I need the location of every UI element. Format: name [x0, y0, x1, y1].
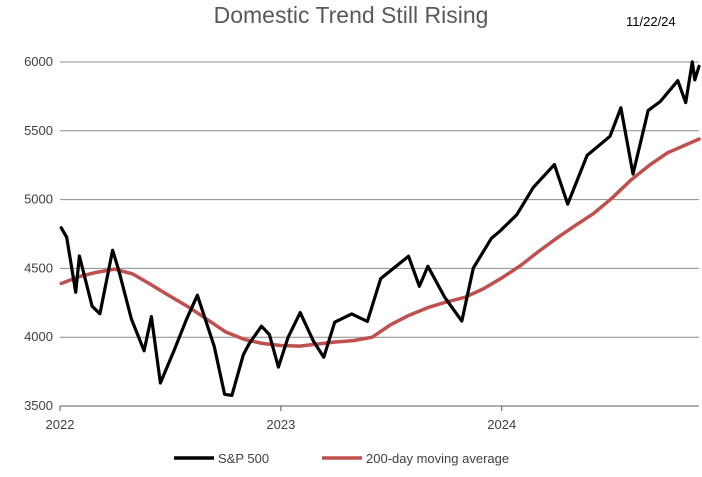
date-label: 11/22/24 [626, 14, 676, 29]
x-tick-label: 2023 [266, 417, 295, 432]
gridlines [60, 61, 699, 338]
y-tick-label: 4000 [24, 329, 53, 344]
chart-title: Domestic Trend Still Rising [213, 2, 489, 28]
legend: S&P 500 200-day moving average [174, 451, 509, 466]
x-axis: 2022 2023 2024 [46, 405, 699, 432]
y-tick-label: 5500 [24, 123, 53, 138]
y-tick-label: 5000 [24, 192, 53, 207]
x-tick-label: 2022 [46, 417, 75, 432]
x-tick-label: 2024 [487, 417, 516, 432]
moving-average-line [59, 137, 701, 348]
y-tick-label: 4500 [24, 260, 53, 275]
y-axis-ticks: 3500 4000 4500 5000 5500 6000 [24, 54, 53, 413]
y-tick-label: 6000 [24, 54, 53, 69]
series-lines [59, 60, 701, 397]
legend-item-moving-average: 200-day moving average [366, 451, 509, 466]
legend-item-sp500: S&P 500 [218, 451, 269, 466]
sp500-line [59, 60, 701, 397]
y-tick-label: 3500 [24, 398, 53, 413]
